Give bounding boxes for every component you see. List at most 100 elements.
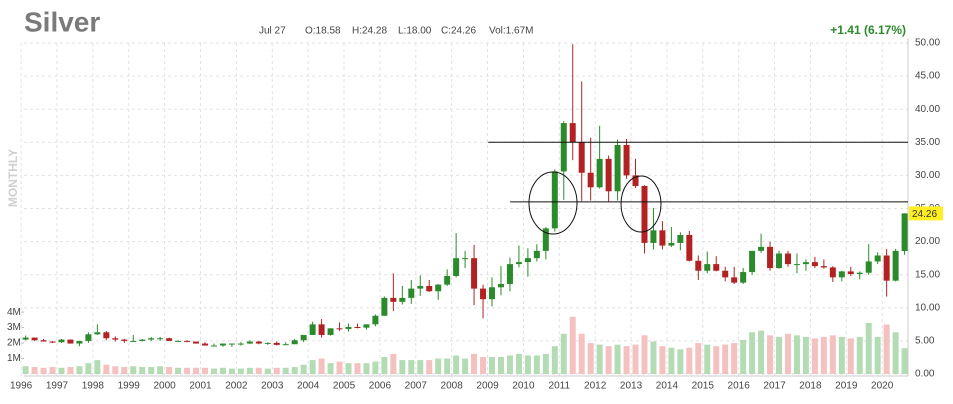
candle-body	[551, 171, 558, 229]
candle-body	[614, 144, 621, 192]
x-tick-label: 2006	[369, 381, 392, 392]
y-tick-label: 15.00	[915, 269, 940, 280]
candle-body	[336, 328, 343, 330]
candle-body	[345, 326, 352, 329]
volume-bar	[166, 367, 173, 374]
volume-bar	[533, 355, 540, 374]
candle-body	[605, 158, 612, 192]
candle-body	[67, 339, 74, 344]
candle-layer	[22, 44, 908, 347]
candle-body	[273, 342, 280, 345]
candle-body	[749, 250, 756, 273]
annotation-circle	[620, 175, 662, 233]
volume-bar	[264, 368, 271, 374]
quote-low: L:18.00	[398, 26, 432, 37]
candle-body	[166, 338, 173, 341]
volume-bar	[704, 344, 711, 374]
volume-bar	[659, 346, 666, 374]
volume-bar	[210, 368, 217, 374]
candle-body	[632, 175, 639, 186]
candle-body	[650, 230, 657, 243]
candle-body	[184, 340, 191, 342]
volume-bar	[354, 363, 361, 374]
candle-body	[193, 341, 200, 344]
candle-body	[121, 339, 128, 341]
candle-body	[49, 341, 56, 343]
candle-body	[390, 297, 397, 302]
candle-body	[596, 158, 603, 188]
volume-bar	[856, 336, 863, 374]
volume-bar	[444, 358, 451, 374]
candle-body	[560, 123, 567, 172]
volume-bar	[399, 360, 406, 374]
volume-bar	[175, 367, 182, 374]
x-tick-label: 2011	[549, 381, 571, 392]
annotation-circle	[528, 171, 578, 235]
candle-body	[515, 262, 522, 265]
x-tick-label: 2015	[692, 381, 715, 392]
y-tick-label: 10.00	[915, 302, 940, 313]
volume-bar	[749, 332, 756, 374]
candle-body	[399, 297, 406, 302]
volume-bar	[767, 335, 774, 374]
candle-body	[740, 272, 747, 283]
candle-body	[659, 230, 666, 246]
candle-body	[569, 123, 576, 143]
volume-bar	[76, 366, 83, 374]
volume-bar	[157, 366, 164, 374]
volume-bar	[435, 358, 442, 374]
candle-body	[148, 338, 155, 340]
candle-body	[686, 234, 693, 261]
volume-bar	[847, 338, 854, 374]
volume-bar	[740, 339, 747, 374]
candle-body	[901, 213, 908, 252]
y2-tick-label: 2M	[7, 338, 21, 349]
volume-bar	[623, 346, 630, 374]
y-tick-label: 35.00	[915, 137, 940, 148]
candle-body	[435, 284, 442, 292]
volume-bar	[318, 358, 325, 374]
y2-tick-label: 4M	[7, 307, 21, 318]
candle-body	[237, 343, 244, 345]
candle-body	[139, 339, 146, 341]
volume-bar	[892, 332, 899, 374]
x-tick-label: 2018	[799, 381, 822, 392]
volume-bar	[695, 343, 702, 374]
candle-body	[327, 328, 334, 335]
volume-bar	[282, 367, 289, 374]
quote-volume: Vol:1.67M	[489, 26, 533, 37]
last-price-tag	[909, 206, 943, 221]
candle-body	[542, 228, 549, 251]
candle-body	[578, 142, 585, 173]
volume-bar	[193, 367, 200, 374]
volume-bar	[246, 367, 253, 374]
x-tick-label: 2017	[763, 381, 786, 392]
volume-bar	[130, 366, 137, 374]
candle-body	[533, 250, 540, 259]
candle-body	[722, 270, 729, 278]
candle-body	[524, 258, 531, 263]
volume-bar	[641, 335, 648, 374]
x-tick-label: 2012	[584, 381, 607, 392]
candle-body	[704, 264, 711, 271]
volume-bar	[300, 364, 307, 374]
candle-body	[892, 250, 899, 281]
candle-body	[462, 258, 469, 260]
volume-bar	[551, 346, 558, 374]
volume-bar	[480, 356, 487, 374]
volume-bar	[237, 368, 244, 374]
x-tick-label: 2000	[154, 381, 177, 392]
volume-bar	[614, 344, 621, 374]
overlay-layer: 24.26	[488, 141, 943, 235]
candle-body	[426, 285, 433, 292]
candle-body	[282, 344, 289, 346]
volume-bar	[103, 364, 110, 374]
candle-body	[219, 343, 226, 346]
candle-body	[318, 324, 325, 335]
volume-bar	[802, 336, 809, 374]
volume-bar	[453, 355, 460, 374]
volume-bar	[471, 353, 478, 374]
quote-change: +1.41 (6.17%)	[830, 23, 906, 37]
candle-body	[291, 340, 298, 345]
